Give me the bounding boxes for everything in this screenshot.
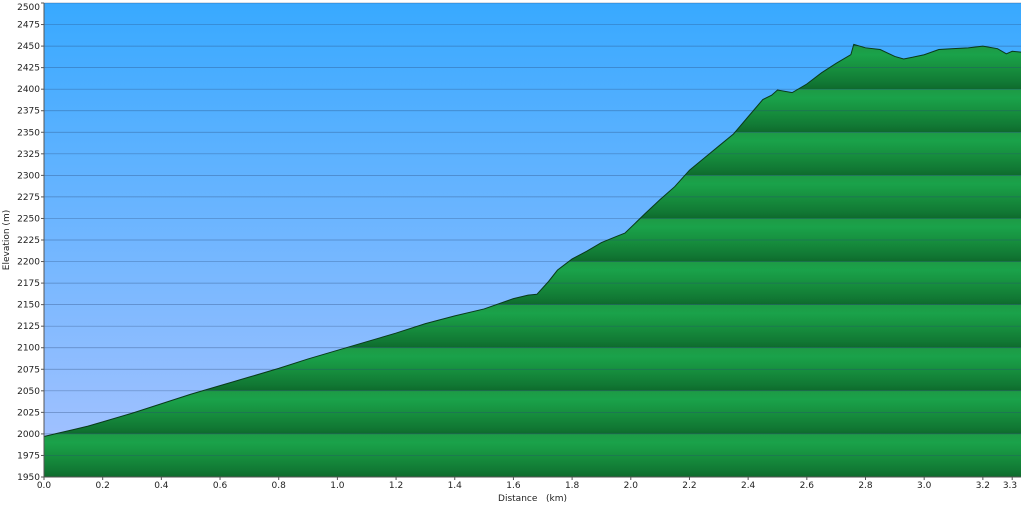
x-axis-label: Distance (km) bbox=[498, 494, 567, 504]
y-tick-label: 2425 bbox=[17, 64, 40, 74]
y-axis-label: Elevation (m) bbox=[2, 210, 12, 270]
x-tick-label: 0.4 bbox=[154, 481, 169, 491]
y-tick-label: 2225 bbox=[17, 236, 40, 246]
elevation-area-band bbox=[44, 433, 1021, 477]
x-tick-label: 0.8 bbox=[272, 481, 287, 491]
y-tick-label: 2500 bbox=[17, 3, 40, 13]
x-tick-label: 1.4 bbox=[448, 481, 463, 491]
y-tick-label: 2175 bbox=[17, 279, 40, 289]
x-tick-label: 1.0 bbox=[330, 481, 345, 491]
x-tick-label: 3.0 bbox=[917, 481, 932, 491]
y-tick-label: 2200 bbox=[17, 258, 40, 268]
y-tick-label: 2300 bbox=[17, 171, 40, 181]
x-tick-label: 0.2 bbox=[96, 481, 110, 491]
x-tick-label: 2.2 bbox=[682, 481, 696, 491]
x-tick-label: 3.3 bbox=[1003, 481, 1017, 491]
elevation-area-band bbox=[44, 390, 1021, 434]
y-tick-label: 2150 bbox=[17, 301, 40, 311]
x-tick-label: 1.2 bbox=[389, 481, 403, 491]
elevation-profile-line bbox=[43, 43, 1022, 437]
y-tick-label: 2375 bbox=[17, 107, 40, 117]
y-tick-label: 2350 bbox=[17, 128, 40, 138]
x-tick-label: 2.6 bbox=[800, 481, 815, 491]
y-tick-label: 2075 bbox=[17, 365, 40, 375]
y-tick-label: 2050 bbox=[17, 387, 40, 397]
y-tick-label: 2325 bbox=[17, 150, 40, 160]
x-tick-label: 3.2 bbox=[976, 481, 990, 491]
x-tick-label: 1.6 bbox=[506, 481, 521, 491]
x-tick-label: 2.4 bbox=[741, 481, 756, 491]
y-tick-label: 2025 bbox=[17, 408, 40, 418]
x-tick-label: 2.0 bbox=[624, 481, 639, 491]
y-tick-label: 2475 bbox=[17, 21, 40, 31]
y-tick-label: 1975 bbox=[17, 451, 40, 461]
y-tick-label: 2275 bbox=[17, 193, 40, 203]
y-tick-label: 2125 bbox=[17, 322, 40, 332]
y-tick-label: 2450 bbox=[17, 42, 40, 52]
x-tick-label: 1.8 bbox=[565, 481, 580, 491]
y-tick-label: 2000 bbox=[17, 430, 40, 440]
y-tick-label: 2100 bbox=[17, 344, 40, 354]
x-tick-label: 2.8 bbox=[858, 481, 873, 491]
y-tick-label: 2400 bbox=[17, 85, 40, 95]
x-tick-label: 0.6 bbox=[213, 481, 228, 491]
y-tick-label: 1950 bbox=[17, 473, 40, 483]
x-tick-label: 0.0 bbox=[37, 481, 52, 491]
y-tick-label: 2250 bbox=[17, 214, 40, 224]
